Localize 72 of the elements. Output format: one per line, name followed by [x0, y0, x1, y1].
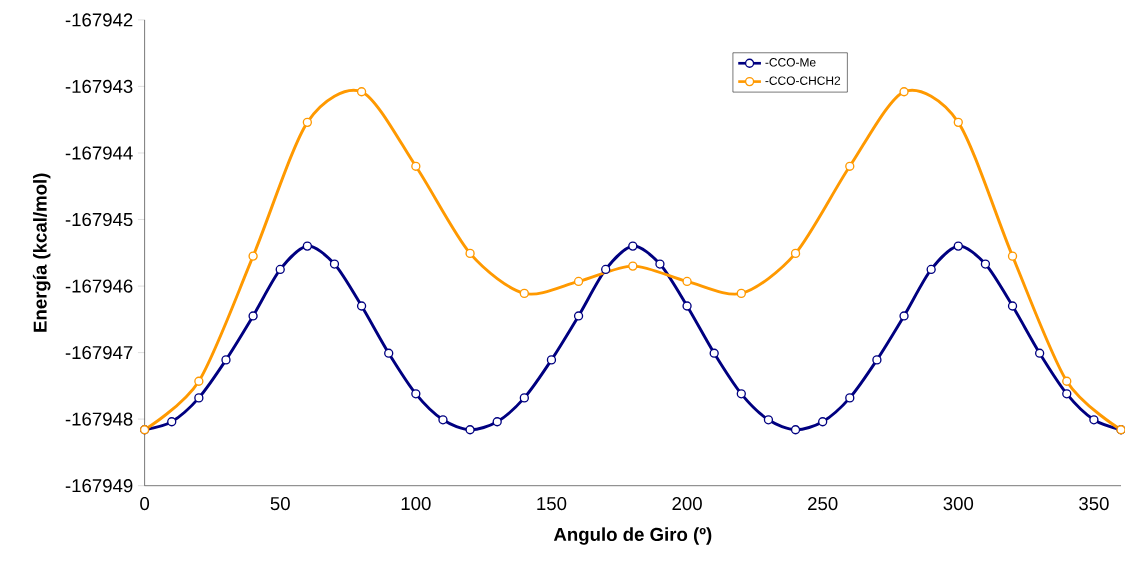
point [980, 259, 991, 269]
y-tick-label: -167942 [65, 13, 133, 27]
point [899, 311, 909, 321]
x-tick-label: 300 [943, 496, 974, 510]
y-tick-label: -167943 [65, 79, 133, 93]
point [655, 259, 665, 269]
point [790, 424, 801, 435]
point [329, 259, 340, 269]
x-axis-title: Angulo de Giro (º) [553, 527, 712, 545]
point [845, 161, 855, 171]
point [221, 355, 231, 365]
point [1062, 376, 1072, 386]
point [628, 261, 638, 271]
point [926, 264, 936, 274]
y-tick-label: -167945 [65, 212, 133, 226]
point [682, 301, 692, 311]
legend-label: -CCO-CHCH2 [765, 76, 841, 85]
point [546, 355, 557, 365]
point [248, 311, 258, 321]
point [302, 241, 313, 251]
point [302, 117, 313, 127]
y-tick-label: -167949 [65, 478, 133, 493]
point [356, 86, 367, 97]
point [194, 376, 204, 386]
point [763, 414, 774, 425]
point [1007, 251, 1018, 261]
point [573, 276, 584, 286]
point [709, 348, 719, 358]
point [736, 288, 746, 298]
point [845, 392, 855, 403]
y-tick-label: -167947 [65, 345, 133, 359]
x-tick-label: 100 [401, 496, 431, 510]
point [465, 424, 475, 435]
point [167, 416, 177, 427]
y-tick-label: -167948 [65, 412, 133, 426]
point [1007, 301, 1018, 311]
point [790, 248, 801, 258]
point [953, 241, 963, 251]
point [275, 264, 285, 274]
point [1062, 388, 1072, 399]
y-tick-label: -167944 [65, 146, 133, 160]
point [818, 416, 828, 427]
x-tick-label: 150 [537, 496, 567, 510]
point [438, 414, 448, 425]
point [356, 301, 367, 311]
y-axis-title: Energía (kcal/mol) [32, 173, 51, 332]
x-tick-label: 350 [1079, 496, 1109, 510]
point [519, 392, 529, 403]
point [384, 348, 394, 358]
point [519, 288, 529, 298]
point [248, 251, 258, 261]
point [872, 355, 882, 365]
legend-label: -CCO-Me [765, 57, 816, 67]
point [1089, 414, 1099, 425]
point [573, 311, 584, 321]
point [736, 388, 746, 399]
point [953, 117, 963, 127]
point [601, 264, 611, 274]
point [411, 161, 421, 171]
point [899, 86, 909, 97]
x-tick-label: 0 [140, 496, 150, 510]
point [492, 416, 502, 427]
x-tick-label: 50 [270, 496, 290, 510]
point [628, 241, 638, 251]
x-tick-label: 250 [808, 496, 838, 510]
point [194, 392, 204, 403]
point [411, 388, 421, 399]
y-tick-label: -167946 [65, 279, 133, 293]
point [1034, 348, 1045, 358]
point [465, 248, 475, 258]
point [682, 276, 692, 286]
x-tick-label: 200 [672, 496, 702, 510]
